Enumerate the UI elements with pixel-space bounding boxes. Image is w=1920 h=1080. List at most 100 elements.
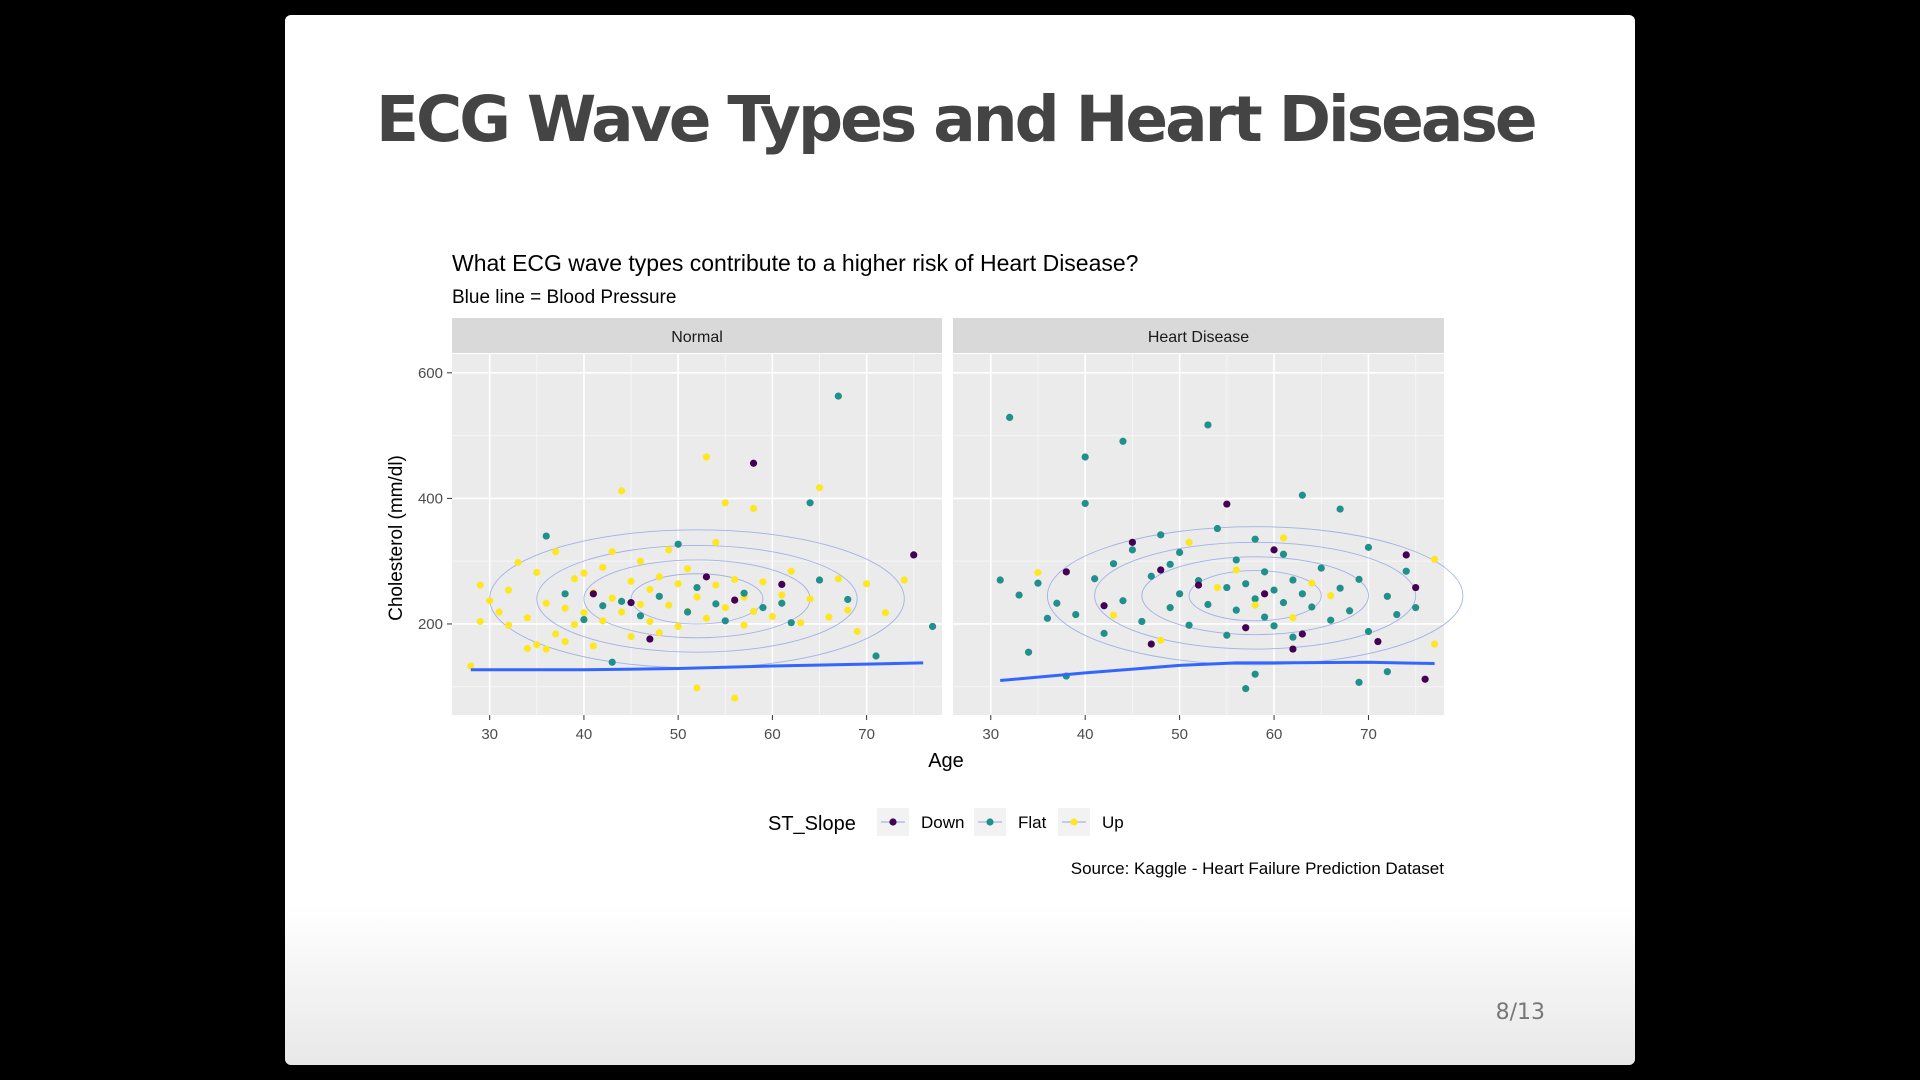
scatter-point [1062,568,1070,576]
scatter-point [674,540,682,548]
scatter-point [533,568,541,577]
scatter-point [1421,675,1429,683]
scatter-point [570,575,579,583]
scatter-point [1383,668,1391,676]
scatter-point [731,575,739,583]
scatter-point [646,635,654,643]
scatter-point [834,575,842,583]
scatter-point [844,595,852,604]
scatter-point [683,608,692,616]
scatter-point [1176,548,1184,556]
scatter-point [608,594,616,602]
scatter-point [740,621,748,629]
scatter-point [683,565,692,573]
scatter-point [504,621,513,629]
x-tick-label: 50 [1171,726,1188,743]
scatter-point [1251,601,1259,609]
scatter-point [787,567,795,575]
blood-pressure-line [1000,660,1435,682]
scatter-point [665,546,673,554]
scatter-point [1251,595,1259,603]
scatter-point [1308,579,1316,587]
x-tick-label: 70 [1360,726,1377,743]
legend-label: Up [1102,813,1124,832]
scatter-point [1260,613,1269,621]
scatter-point [872,652,880,660]
scatter-point [1355,575,1363,583]
scatter-point [495,608,503,616]
scatter-point [1053,599,1061,607]
scatter-point [1270,586,1278,594]
scatter-point [1223,583,1231,592]
scatter-point [1289,576,1297,584]
scatter-point [881,609,890,617]
scatter-point [618,597,626,605]
scatter-point [1279,550,1288,558]
scatter-point [533,641,541,649]
scatter-point [1242,624,1250,632]
scatter-point [561,590,569,598]
x-axis-label: Age [928,750,964,772]
scatter-point [1213,524,1221,533]
scatter-point [608,658,616,666]
legend-entry-flat: Flat [974,808,1047,836]
scatter-point [693,583,701,592]
page-number: 8/13 [1495,1000,1545,1025]
scatter-point [1194,581,1203,589]
scatter-point [731,596,739,604]
facet-strip-label: Heart Disease [1148,329,1249,346]
scatter-point [1185,538,1193,546]
panel-background [452,354,942,715]
scatter-point [1081,453,1089,461]
x-tick-label: 40 [1077,726,1094,743]
facet-strip [953,318,1444,353]
legend-label: Down [921,813,964,832]
legend-entry-up: Up [1058,808,1124,836]
scatter-point [1157,566,1165,574]
scatter-point [1128,546,1137,554]
scatter-point [1336,505,1344,513]
scatter-point [1279,599,1288,607]
scatter-point [1355,678,1363,686]
scatter-point [570,620,579,629]
scatter-point [996,576,1004,584]
scatter-point [1204,421,1212,429]
scatter-point [1157,531,1165,539]
scatter-point [1402,567,1410,575]
x-tick-label: 60 [764,726,781,743]
scatter-point [806,499,814,507]
scatter-point [504,586,513,594]
facet-strip-label: Normal [671,329,723,346]
scatter-point [1364,543,1373,551]
scatter-point [749,504,758,513]
scatter-point [1091,575,1099,583]
scatter-point [1242,685,1250,693]
legend-title: ST_Slope [768,813,856,835]
scatter-point [1232,606,1240,614]
scatter-point [589,590,597,598]
legend-entry-down: Down [877,808,964,836]
scatter-point [1034,568,1042,577]
scatter-point [580,615,588,624]
chart-caption: Source: Kaggle - Heart Failure Predictio… [1071,859,1445,878]
scatter-point [552,548,560,556]
scatter-point [1402,551,1410,559]
scatter-point [1251,670,1259,678]
chart-subtitle: Blue line = Blood Pressure [452,287,676,308]
scatter-point [1147,572,1155,580]
density-contour [1141,556,1369,636]
scatter-point [674,622,682,631]
scatter-point [702,614,711,622]
scatter-point [523,614,531,622]
y-tick-label: 600 [418,365,443,382]
scatter-point [599,563,607,572]
scatter-point [1166,560,1174,568]
legend-label: Flat [1018,813,1047,832]
scatter-point [1100,629,1108,637]
x-tick-label: 40 [576,726,593,743]
facet-strip [452,318,942,353]
scatter-point [1383,592,1391,600]
scatter-point [589,642,597,650]
scatter-point [523,644,531,653]
